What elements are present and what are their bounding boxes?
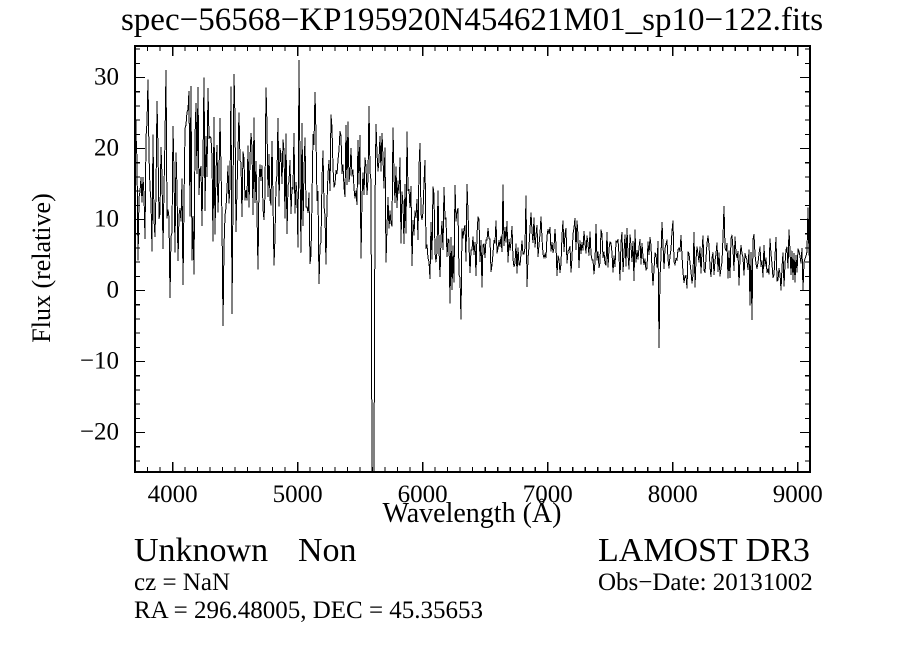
svg-text:−10: −10: [80, 348, 119, 375]
svg-text:10: 10: [94, 206, 119, 233]
svg-text:4000: 4000: [148, 481, 198, 508]
svg-text:20: 20: [94, 135, 119, 162]
svg-text:30: 30: [94, 64, 119, 91]
svg-text:9000: 9000: [773, 481, 823, 508]
svg-text:8000: 8000: [648, 481, 698, 508]
svg-text:Obs−Date: 20131002: Obs−Date: 20131002: [598, 569, 813, 596]
svg-text:cz = NaN: cz = NaN: [134, 569, 230, 596]
svg-text:6000: 6000: [398, 481, 448, 508]
svg-text:−20: −20: [80, 419, 119, 446]
svg-text:0: 0: [107, 277, 120, 304]
svg-text:5000: 5000: [273, 481, 323, 508]
svg-text:spec−56568−KP195920N454621M01_: spec−56568−KP195920N454621M01_sp10−122.f…: [121, 2, 823, 38]
svg-text:Flux (relative): Flux (relative): [27, 193, 56, 342]
svg-text:LAMOST DR3: LAMOST DR3: [598, 532, 810, 569]
svg-text:7000: 7000: [523, 481, 573, 508]
svg-text:RA = 296.48005, DEC = 45.356: RA = 296.48005, DEC = 45.35653: [134, 597, 483, 624]
